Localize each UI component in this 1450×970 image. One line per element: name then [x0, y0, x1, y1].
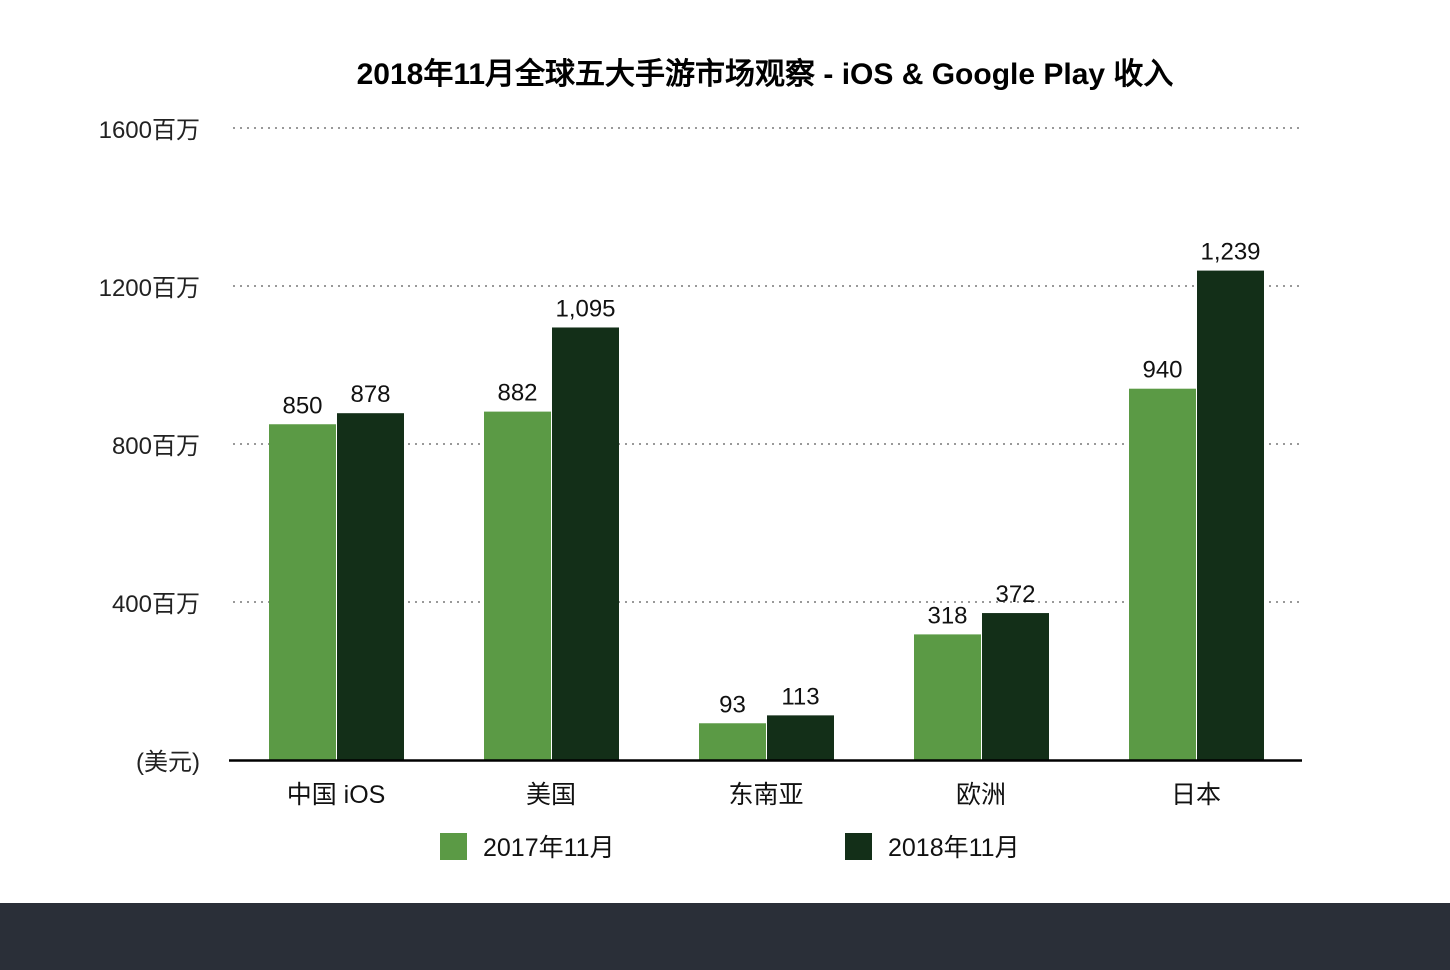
bar	[1129, 388, 1196, 760]
bar	[552, 327, 619, 760]
legend-label: 2017年11月	[483, 834, 615, 862]
bar	[269, 424, 336, 760]
chart-title: 2018年11月全球五大手游市场观察 - iOS & Google Play 收…	[357, 57, 1174, 91]
bar	[1197, 270, 1264, 760]
bar	[767, 715, 834, 760]
bar-chart: 2018年11月全球五大手游市场观察 - iOS & Google Play 收…	[99, 57, 1302, 862]
bar	[914, 634, 981, 760]
x-tick-label: 日本	[1171, 781, 1221, 809]
x-tick-label: 美国	[526, 781, 576, 809]
y-tick-label: 1200百万	[99, 275, 200, 302]
y-tick-label: 400百万	[112, 591, 200, 618]
y-unit-label: (美元)	[136, 749, 200, 776]
legend-label: 2018年11月	[888, 834, 1020, 862]
footer-band	[0, 903, 1450, 970]
x-tick-label: 欧洲	[956, 781, 1006, 809]
x-tick-label: 东南亚	[728, 781, 803, 809]
legend-swatch	[440, 833, 467, 860]
data-label: 372	[995, 581, 1035, 608]
data-label: 850	[282, 392, 322, 419]
bar	[484, 411, 551, 760]
data-label: 882	[497, 380, 537, 407]
data-label: 878	[350, 381, 390, 408]
data-label: 318	[927, 602, 967, 629]
bar	[699, 723, 766, 760]
x-tick-label: 中国 iOS	[287, 781, 386, 809]
y-tick-label: 1600百万	[99, 117, 200, 144]
data-label: 113	[781, 683, 819, 710]
y-tick-label: 800百万	[112, 433, 200, 460]
data-label: 93	[719, 691, 746, 718]
bar	[337, 413, 404, 760]
data-label: 1,095	[555, 295, 615, 322]
data-label: 940	[1142, 357, 1182, 384]
data-label: 1,239	[1200, 239, 1260, 266]
legend-swatch	[845, 833, 872, 860]
bar	[982, 613, 1049, 760]
